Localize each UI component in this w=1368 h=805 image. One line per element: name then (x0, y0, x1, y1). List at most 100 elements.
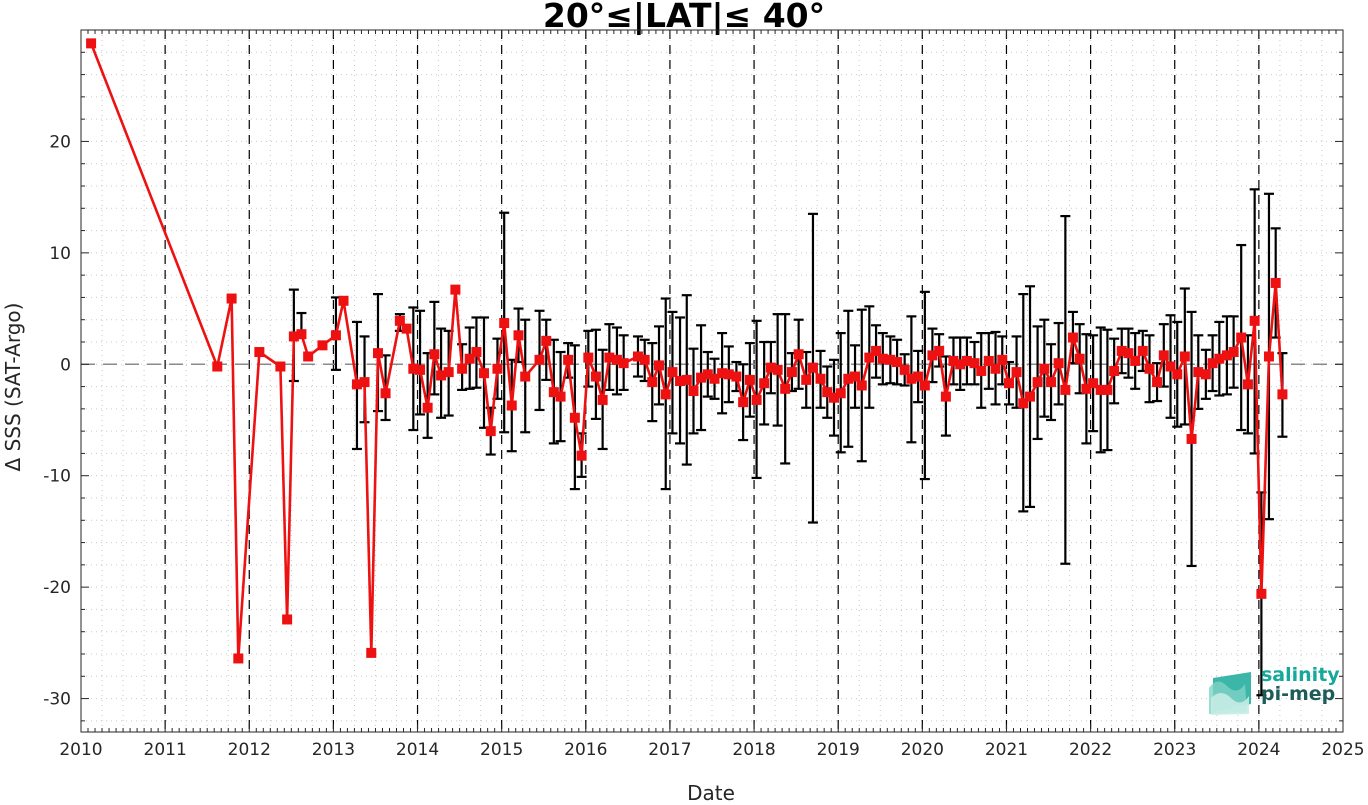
data-point-marker (1130, 355, 1141, 366)
logo-line1: salinity (1261, 664, 1340, 686)
x-tick-label: 2021 (985, 740, 1028, 760)
data-point-marker (338, 295, 349, 306)
data-point-marker (464, 353, 475, 364)
data-point-marker (422, 402, 433, 413)
data-point-marker (934, 345, 945, 356)
data-point-marker (681, 374, 692, 385)
data-point-marker (653, 360, 664, 371)
data-point-marker (793, 349, 804, 360)
data-point-marker (576, 450, 587, 461)
data-point-marker (744, 374, 755, 385)
data-point-marker (282, 614, 293, 625)
data-point-marker (780, 383, 791, 394)
data-point-marker (1152, 377, 1163, 388)
data-point-marker (1236, 332, 1247, 343)
data-point-marker (801, 374, 812, 385)
data-point-marker (226, 293, 237, 304)
x-tick-label: 2020 (901, 740, 944, 760)
data-point-marker (871, 345, 882, 356)
data-point-marker (569, 412, 580, 423)
x-tick-label: 2012 (228, 740, 271, 760)
data-point-marker (1060, 384, 1071, 395)
data-point-marker (1179, 351, 1190, 362)
data-point-marker (583, 352, 594, 363)
data-point-marker (731, 371, 742, 382)
data-point-marker (499, 318, 510, 329)
x-tick-label: 2023 (1153, 740, 1196, 760)
data-point-marker (1263, 351, 1274, 362)
data-point-marker (555, 391, 566, 402)
data-point-marker (317, 340, 328, 351)
x-tick-label: 2022 (1069, 740, 1112, 760)
data-point-marker (940, 391, 951, 402)
data-point-marker (618, 358, 629, 369)
data-point-marker (86, 38, 97, 49)
data-point-marker (913, 371, 924, 382)
data-point-marker (751, 394, 762, 405)
data-point-marker (359, 377, 370, 388)
data-point-marker (738, 397, 749, 408)
x-tick-label: 2024 (1237, 740, 1280, 760)
data-point-marker (997, 354, 1008, 365)
data-point-marker (457, 363, 468, 374)
wave-logo-icon (1209, 672, 1251, 715)
salinity-pi-mep-logo: salinity pi-mep (1207, 666, 1340, 716)
logo-text: salinity pi-mep (1261, 666, 1340, 704)
data-point-marker (1109, 365, 1120, 376)
data-point-marker (1228, 347, 1239, 358)
chart-title: 20°≤|LAT|≤ 40° (542, 0, 826, 35)
x-tick-label: 2014 (396, 740, 439, 760)
y-axis-ticks: 20 10 0 -10 -20 -30 (43, 29, 1343, 722)
y-tick-label: 20 (49, 132, 71, 152)
data-point-marker (864, 352, 875, 363)
data-point-marker (1039, 363, 1050, 374)
data-point-marker (1018, 398, 1029, 409)
data-point-marker (815, 373, 826, 384)
data-point-marker (919, 380, 930, 391)
data-point-marker (485, 426, 496, 437)
data-point-marker (212, 361, 223, 372)
data-point-marker (969, 358, 980, 369)
data-point-marker (835, 388, 846, 399)
data-point-marker (1003, 378, 1014, 389)
x-tick-label: 2010 (59, 740, 102, 760)
y-tick-label: -20 (43, 578, 71, 598)
x-axis-ticks: 2010 2011 2012 2013 2014 2015 2016 2017 2018 2019… (59, 30, 1365, 760)
data-point-marker (1067, 332, 1078, 343)
data-point-marker (471, 347, 482, 358)
data-point-marker (709, 373, 720, 384)
data-point-marker (1242, 379, 1253, 390)
data-point-marker (254, 347, 265, 358)
x-tick-label: 2017 (648, 740, 691, 760)
y-tick-label: -30 (43, 690, 71, 710)
data-point-marker (660, 389, 671, 400)
data-point-marker (1011, 367, 1022, 378)
data-point-marker (1144, 363, 1155, 374)
data-point-marker (639, 354, 650, 365)
data-point-marker (1025, 391, 1036, 402)
x-tick-label: 2019 (817, 740, 860, 760)
data-point-marker (541, 335, 552, 346)
data-point-marker (1053, 358, 1064, 369)
x-tick-label: 2013 (312, 740, 355, 760)
data-point-marker (807, 362, 818, 373)
x-tick-label: 2025 (1321, 740, 1364, 760)
data-point-marker (492, 363, 503, 374)
x-tick-label: 2018 (732, 740, 775, 760)
y-tick-label: 0 (60, 355, 71, 375)
data-point-marker (1046, 377, 1057, 388)
data-point-marker (850, 371, 861, 382)
data-point-marker (303, 351, 314, 362)
data-point-marker (513, 330, 524, 341)
x-tick-label: 2011 (144, 740, 187, 760)
data-point-marker (563, 354, 574, 365)
data-point-marker (1102, 384, 1113, 395)
data-point-marker (394, 315, 405, 326)
data-point-marker (534, 354, 545, 365)
data-point-marker (1081, 383, 1092, 394)
data-point-marker (667, 367, 678, 378)
data-point-marker (1032, 377, 1043, 388)
data-point-marker (990, 363, 1001, 374)
y-tick-label: -10 (43, 467, 71, 487)
